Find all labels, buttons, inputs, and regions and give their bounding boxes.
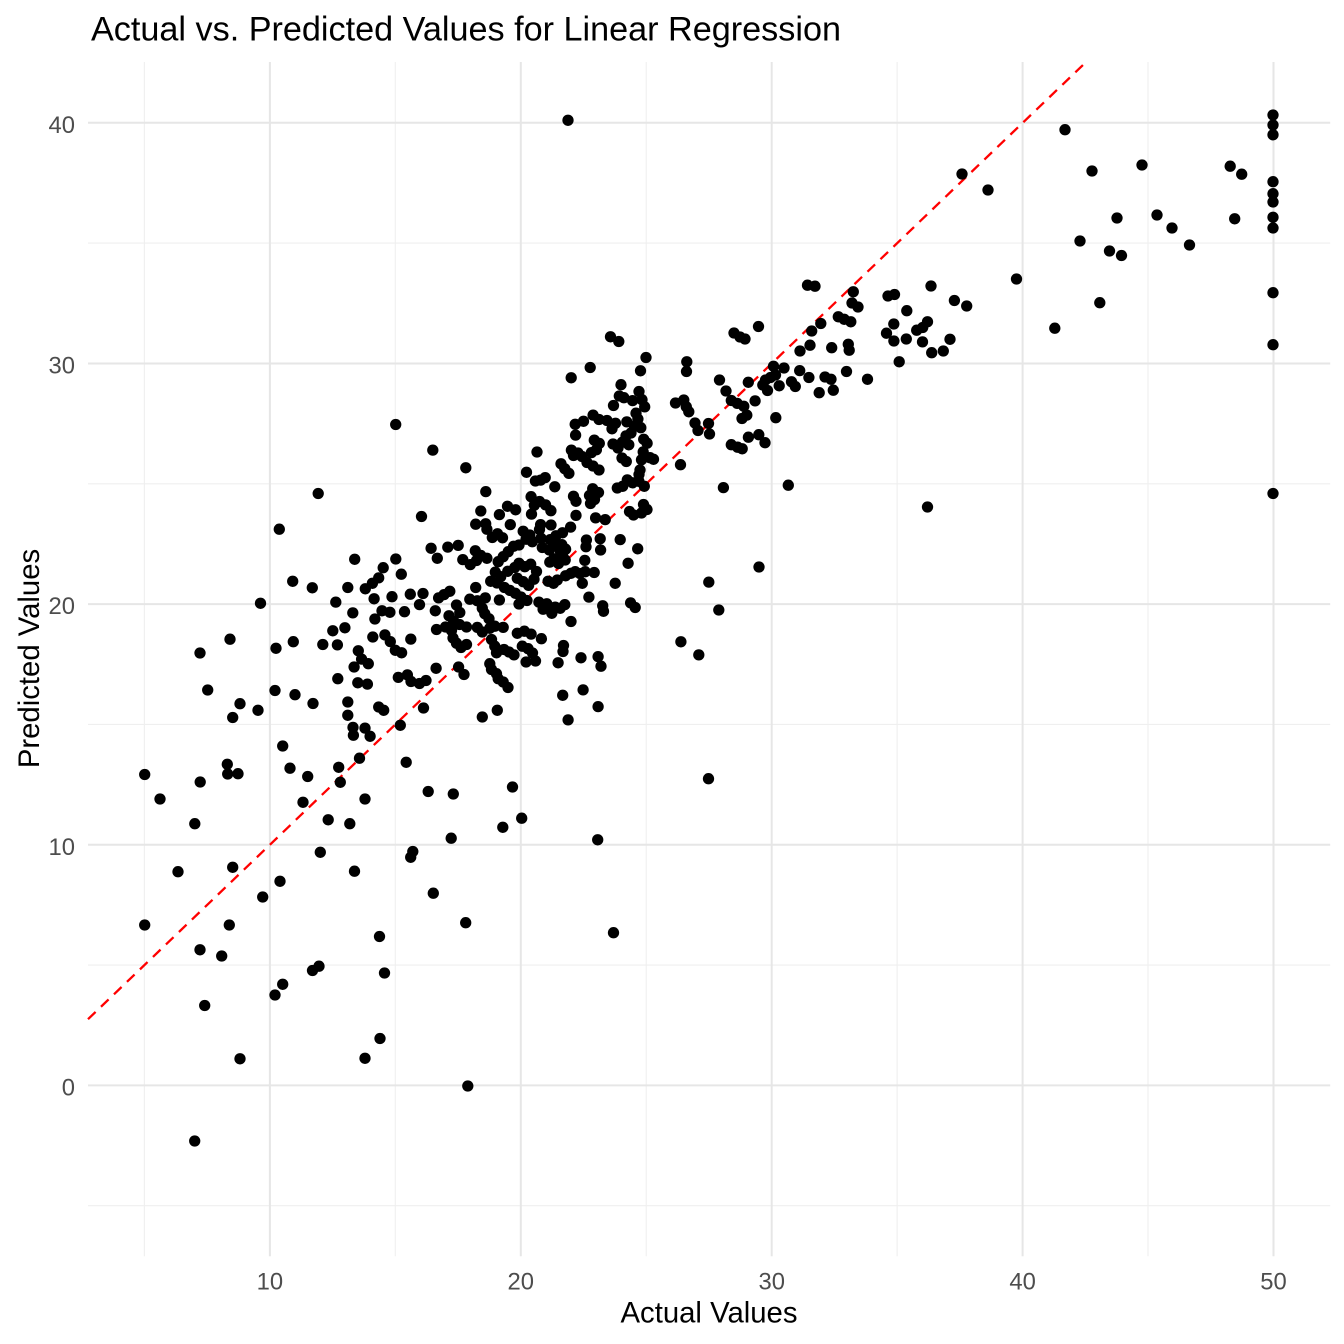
svg-text:20: 20 (49, 593, 75, 620)
svg-text:Actual vs. Predicted Values fo: Actual vs. Predicted Values for Linear R… (91, 11, 841, 49)
svg-text:30: 30 (758, 1269, 784, 1296)
svg-text:10: 10 (257, 1269, 283, 1296)
svg-text:20: 20 (508, 1269, 534, 1296)
svg-text:0: 0 (62, 1074, 75, 1101)
svg-text:30: 30 (49, 353, 75, 380)
svg-text:40: 40 (49, 112, 75, 139)
svg-text:40: 40 (1009, 1269, 1035, 1296)
svg-text:Predicted Values: Predicted Values (13, 549, 46, 768)
svg-text:50: 50 (1260, 1269, 1286, 1296)
svg-text:Actual Values: Actual Values (621, 1297, 798, 1330)
svg-text:10: 10 (49, 834, 75, 861)
